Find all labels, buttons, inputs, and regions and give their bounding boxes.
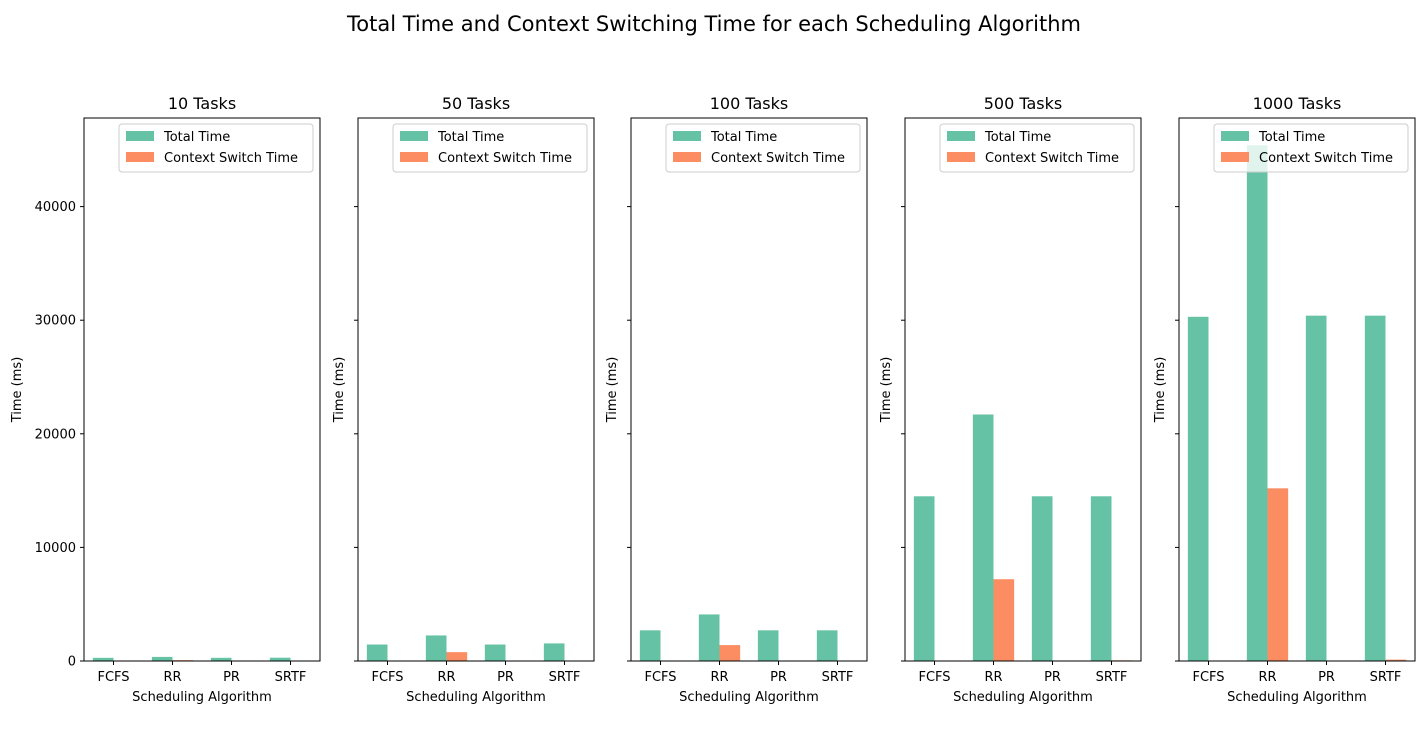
legend-label: Total Time <box>984 130 1051 145</box>
figure-title: Total Time and Context Switching Time fo… <box>346 12 1081 36</box>
bar-total-time-srtf <box>817 630 838 661</box>
x-tick-label: SRTF <box>822 670 854 685</box>
x-axis-label: Scheduling Algorithm <box>1227 690 1367 705</box>
bar-total-time-srtf <box>1091 496 1112 661</box>
y-axis-label: Time (ms) <box>332 357 347 424</box>
bar-total-time-pr <box>1306 316 1327 661</box>
legend-swatch <box>1221 131 1249 141</box>
x-tick-label: PR <box>770 670 787 685</box>
legend: Total Time Context Switch Time <box>666 124 860 172</box>
y-tick-label: 0 <box>68 655 76 670</box>
bar-total-time-rr <box>426 635 447 661</box>
x-tick-label: SRTF <box>549 670 581 685</box>
axes-frame <box>631 118 867 661</box>
x-tick-label: SRTF <box>275 670 307 685</box>
subplot-0: FCFS RR PR SRTF 0 10000 20000 30000 40000 10 Task… <box>10 94 320 705</box>
bar-context-switch-time-rr <box>994 579 1015 661</box>
y-axis-label: Time (ms) <box>1153 357 1168 424</box>
legend-swatch <box>400 131 428 141</box>
x-tick-label: PR <box>1318 670 1335 685</box>
x-axis-label: Scheduling Algorithm <box>953 690 1093 705</box>
x-tick-label: PR <box>223 670 240 685</box>
bar-total-time-pr <box>1032 496 1053 661</box>
bar-total-time-fcfs <box>367 645 388 661</box>
legend-swatch <box>126 152 154 162</box>
legend-label: Context Switch Time <box>711 151 845 166</box>
legend-swatch <box>673 131 701 141</box>
bar-total-time-rr <box>699 614 720 661</box>
bar-total-time-fcfs <box>1188 317 1209 661</box>
y-tick-label: 30000 <box>35 314 76 329</box>
y-axis-label: Time (ms) <box>10 357 25 424</box>
x-tick-label: SRTF <box>1096 670 1128 685</box>
legend-label: Context Switch Time <box>985 151 1119 166</box>
y-axis-label: Time (ms) <box>605 357 620 424</box>
bar-context-switch-time-rr <box>1268 488 1289 661</box>
axes-frame <box>358 118 594 661</box>
legend-swatch <box>400 152 428 162</box>
x-tick-label: RR <box>1258 670 1276 685</box>
bar-total-time-pr <box>485 645 506 661</box>
legend-label: Context Switch Time <box>438 151 572 166</box>
subplot-title: 100 Tasks <box>710 94 789 113</box>
x-tick-label: FCFS <box>644 670 676 685</box>
bar-context-switch-time-rr <box>447 652 468 661</box>
x-tick-label: RR <box>984 670 1002 685</box>
legend-swatch <box>1221 152 1249 162</box>
x-axis-label: Scheduling Algorithm <box>406 690 546 705</box>
axes-frame <box>84 118 320 661</box>
legend-label: Total Time <box>163 130 230 145</box>
bar-total-time-fcfs <box>640 630 661 661</box>
x-tick-label: RR <box>163 670 181 685</box>
bar-total-time-srtf <box>544 643 565 661</box>
subplot-title: 50 Tasks <box>442 94 510 113</box>
x-tick-label: FCFS <box>918 670 950 685</box>
x-tick-label: FCFS <box>371 670 403 685</box>
x-tick-label: FCFS <box>97 670 129 685</box>
subplot-1: FCFS RR PR SRTF 50 Tasks Scheduling Algorithm… <box>332 94 594 705</box>
y-tick-label: 10000 <box>35 541 76 556</box>
legend-label: Context Switch Time <box>1259 151 1393 166</box>
legend-swatch <box>126 131 154 141</box>
y-tick-label: 20000 <box>35 427 76 442</box>
x-tick-label: RR <box>437 670 455 685</box>
bar-total-time-srtf <box>1365 316 1386 661</box>
legend-swatch <box>673 152 701 162</box>
legend-label: Context Switch Time <box>164 151 298 166</box>
legend-label: Total Time <box>1258 130 1325 145</box>
x-tick-label: SRTF <box>1370 670 1402 685</box>
x-axis-label: Scheduling Algorithm <box>679 690 819 705</box>
bar-total-time-rr <box>1247 145 1268 661</box>
subplot-4: FCFS RR PR SRTF 1000 Tasks Scheduling Algorit… <box>1153 94 1415 705</box>
bar-total-time-fcfs <box>914 496 935 661</box>
subplot-title: 1000 Tasks <box>1253 94 1342 113</box>
legend: Total Time Context Switch Time <box>1214 124 1408 172</box>
legend: Total Time Context Switch Time <box>393 124 587 172</box>
legend-label: Total Time <box>710 130 777 145</box>
x-tick-label: PR <box>1044 670 1061 685</box>
x-tick-label: FCFS <box>1192 670 1224 685</box>
subplot-title: 10 Tasks <box>168 94 236 113</box>
subplot-2: FCFS RR PR SRTF 100 Tasks Scheduling Algorith… <box>605 94 867 705</box>
subplot-title: 500 Tasks <box>984 94 1063 113</box>
bar-total-time-rr <box>973 414 994 661</box>
bar-context-switch-time-rr <box>720 645 741 661</box>
subplot-3: FCFS RR PR SRTF 500 Tasks Scheduling Algorith… <box>879 94 1141 705</box>
y-tick-label: 40000 <box>35 200 76 215</box>
legend-swatch <box>947 152 975 162</box>
legend-swatch <box>947 131 975 141</box>
y-axis-label: Time (ms) <box>879 357 894 424</box>
x-tick-label: RR <box>710 670 728 685</box>
x-tick-label: PR <box>497 670 514 685</box>
x-axis-label: Scheduling Algorithm <box>132 690 272 705</box>
bar-total-time-pr <box>758 630 779 661</box>
bar-total-time-rr <box>152 657 173 661</box>
legend: Total Time Context Switch Time <box>119 124 313 172</box>
legend: Total Time Context Switch Time <box>940 124 1134 172</box>
legend-label: Total Time <box>437 130 504 145</box>
